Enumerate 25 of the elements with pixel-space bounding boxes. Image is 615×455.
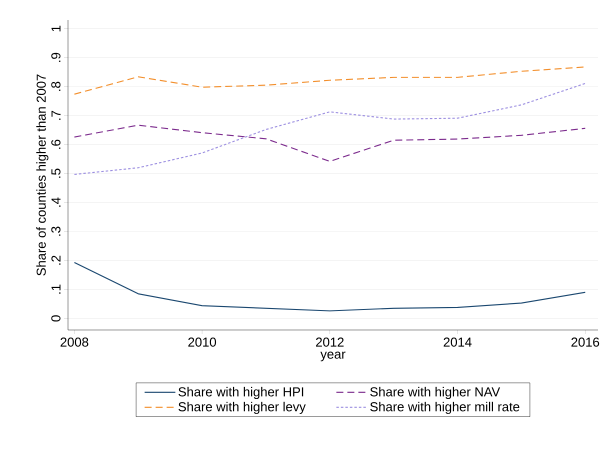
x-tick-label: 2010 (188, 338, 216, 347)
x-axis-title: year (320, 352, 346, 362)
x-tick-label: 2016 (571, 338, 600, 347)
line-series (74, 66, 586, 95)
y-tick-label: .9 (51, 52, 60, 62)
line-series (74, 82, 586, 175)
y-tick-label: .8 (51, 82, 60, 91)
y-tick-label: .5 (51, 168, 60, 178)
line-series (74, 124, 586, 162)
y-tick-label: 0 (51, 315, 60, 322)
legend-label: Share with higher NAV (370, 386, 500, 400)
legend-label: Share with higher HPI (178, 386, 304, 400)
y-tick-label: .3 (51, 226, 60, 236)
x-tick-label: 2012 (316, 338, 344, 347)
legend-label: Share with higher levy (178, 402, 306, 414)
y-tick-label: 1 (52, 26, 60, 32)
x-tick-label: 2014 (444, 338, 472, 347)
y-tick-label: .2 (51, 256, 60, 265)
y-tick-label: .7 (52, 110, 60, 120)
y-tick-label: .4 (52, 197, 60, 207)
y-tick-label: .1 (52, 284, 60, 294)
x-tick-label: 2008 (60, 338, 88, 347)
legend-label: Share with higher mill rate (370, 402, 520, 414)
y-axis-title: Share of counties higher than 2007 (36, 74, 48, 276)
y-tick-label: .6 (51, 140, 60, 149)
